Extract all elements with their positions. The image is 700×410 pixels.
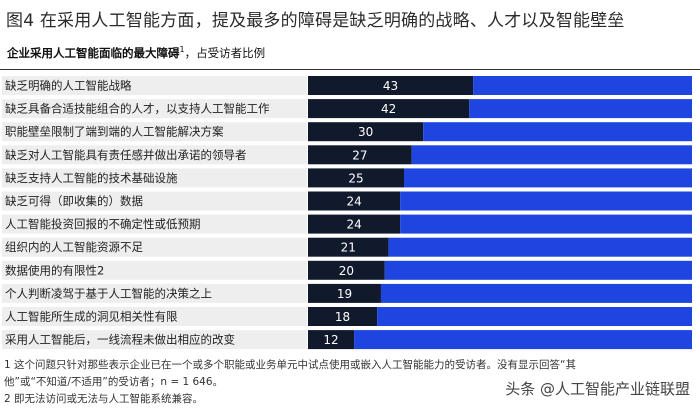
- bar-value: [308, 99, 470, 119]
- bar-row: 缺乏支持人工智能的技术基础设施 25: [2, 168, 692, 188]
- bar-value: [308, 237, 389, 257]
- bar-remainder: [380, 283, 692, 303]
- bar-value: [308, 330, 355, 350]
- bar-data-label: 30: [358, 125, 373, 139]
- bar-data-label: 42: [381, 102, 396, 116]
- bar-value: [308, 214, 401, 234]
- bar-remainder: [423, 122, 692, 142]
- bar-row: 采用人工智能后，一线流程未做出相应的改变 12: [2, 330, 692, 350]
- row-label-bg: [2, 145, 307, 165]
- bar-remainder: [384, 260, 692, 280]
- bar-remainder: [377, 307, 692, 326]
- subtitle-bold: 企业采用人工智能面临的最大障碍: [7, 46, 180, 60]
- subtitle-rest: ，占受访者比例: [184, 46, 266, 60]
- bar-value: [308, 122, 424, 142]
- bar-data-label: 20: [339, 264, 354, 278]
- bar-data-label: 43: [383, 79, 398, 93]
- row-label: 缺乏对人工智能具有责任感并做出承诺的领导者: [5, 148, 247, 162]
- bar-remainder: [411, 145, 692, 165]
- bar-data-label: 24: [346, 195, 361, 209]
- bar-row: 个人判断凌驾于基于人工智能的决策之上 19: [2, 283, 692, 303]
- row-label-bg: [2, 99, 307, 119]
- bar-row: 职能壁垒限制了端到端的人工智能解决方案 30: [2, 122, 692, 142]
- footnote-2: 2 即无法访问或无法与人工智能系统兼容。: [4, 393, 204, 405]
- bar-remainder: [473, 76, 692, 95]
- bar-row: 缺乏对人工智能具有责任感并做出承诺的领导者 27: [2, 145, 692, 165]
- bar-value: [308, 168, 404, 188]
- bar-row: 数据使用的有限性2 20: [2, 260, 692, 280]
- row-label-bg: [2, 260, 307, 280]
- bar-row: 缺乏明确的人工智能战略 43: [2, 76, 692, 95]
- bar-value: [308, 191, 401, 211]
- row-label-bg: [2, 191, 307, 211]
- bar-chart-svg: 缺乏明确的人工智能战略 43 缺乏具备合适技能组合的人才，以支持人工智能工作 42 职能…: [2, 76, 692, 350]
- bar-data-label: 25: [348, 171, 363, 185]
- bar-chart: 缺乏明确的人工智能战略 43 缺乏具备合适技能组合的人才，以支持人工智能工作 42 职能…: [0, 74, 700, 354]
- bar-data-label: 19: [337, 287, 352, 301]
- row-label-bg: [2, 237, 307, 257]
- row-label: 缺乏明确的人工智能战略: [5, 79, 132, 93]
- chart-subtitle: 企业采用人工智能面临的最大障碍1，占受访者比例: [7, 45, 265, 61]
- row-label-bg: [2, 307, 307, 326]
- bar-data-label: 24: [346, 218, 361, 232]
- row-label: 职能壁垒限制了端到端的人工智能解决方案: [5, 125, 224, 139]
- bar-data-label: 27: [352, 148, 367, 162]
- row-label: 人工智能所生成的洞见相关性有限: [5, 310, 178, 324]
- row-label-bg: [2, 168, 307, 188]
- bar-value: [308, 283, 381, 303]
- row-label-bg: [2, 122, 307, 142]
- bar-remainder: [404, 168, 692, 188]
- row-label: 缺乏支持人工智能的技术基础设施: [5, 171, 178, 185]
- bar-remainder: [400, 214, 692, 234]
- bar-remainder: [388, 237, 692, 257]
- bar-value: [308, 76, 474, 95]
- bar-value: [308, 145, 412, 165]
- row-label: 人工智能投资回报的不确定性或低预期: [5, 217, 201, 231]
- figure-title: 图4 在采用人工智能方面，提及最多的障碍是缺乏明确的战略、人才以及智能壁垒: [6, 11, 625, 31]
- row-label: 个人判断凌驾于基于人工智能的决策之上: [5, 286, 212, 300]
- bar-remainder: [354, 330, 692, 350]
- bar-row: 组织内的人工智能资源不足 21: [2, 237, 692, 257]
- header-rule: [0, 69, 700, 70]
- row-label-bg: [2, 283, 307, 303]
- bar-value: [308, 260, 385, 280]
- bar-data-label: 21: [341, 241, 356, 255]
- bar-row: 缺乏具备合适技能组合的人才，以支持人工智能工作 42: [2, 99, 692, 119]
- row-label-bg: [2, 330, 307, 350]
- row-label: 采用人工智能后，一线流程未做出相应的改变: [5, 333, 235, 347]
- bar-data-label: 12: [323, 333, 338, 347]
- row-label-bg: [2, 76, 307, 95]
- row-label: 缺乏具备合适技能组合的人才，以支持人工智能工作: [5, 102, 270, 116]
- bar-row: 人工智能所生成的洞见相关性有限 18: [2, 307, 692, 326]
- watermark: 头条 @人工智能产业链联盟: [505, 380, 690, 398]
- row-label: 缺乏可得（即收集的）数据: [5, 194, 143, 208]
- footnote-1-line-2: 他”或“不知道/不适用”的受访者；n = 1 646。: [4, 376, 224, 388]
- bar-row: 缺乏可得（即收集的）数据 24: [2, 191, 692, 211]
- bar-data-label: 18: [335, 310, 350, 324]
- bar-remainder: [469, 99, 692, 119]
- bar-remainder: [400, 191, 692, 211]
- bar-value: [308, 307, 378, 326]
- row-label-bg: [2, 214, 307, 234]
- row-label: 数据使用的有限性2: [5, 263, 104, 277]
- bar-row: 人工智能投资回报的不确定性或低预期 24: [2, 214, 692, 234]
- row-label: 组织内的人工智能资源不足: [5, 240, 143, 254]
- subtitle-footnote-mark: 1: [179, 45, 185, 55]
- footnote-1-line-1: 1 这个问题只针对那些表示企业已在一个或多个职能或业务单元中试点使用或嵌入人工智…: [4, 359, 576, 371]
